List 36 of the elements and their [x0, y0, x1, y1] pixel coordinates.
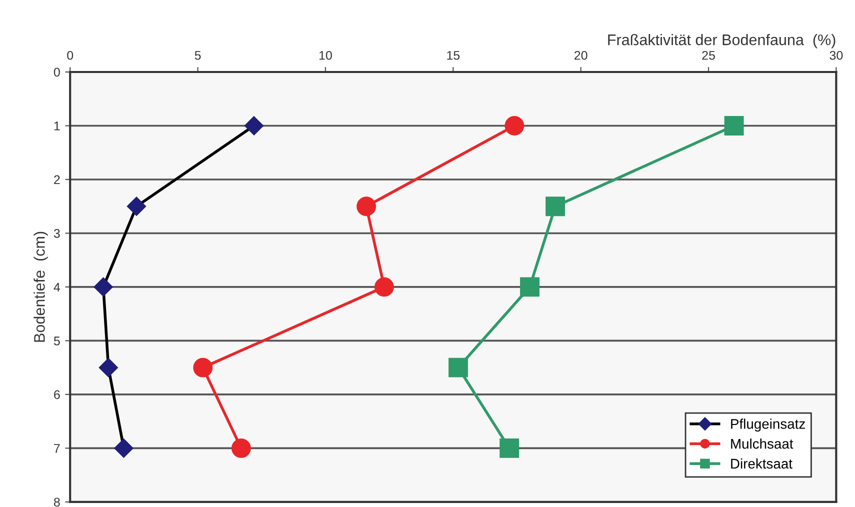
point	[520, 277, 540, 297]
point	[231, 438, 251, 458]
x-tick-label: 5	[194, 51, 201, 60]
y-axis-title: Bodentiefe (cm)	[34, 232, 48, 342]
point	[126, 196, 146, 216]
x-tick-label: 25	[702, 50, 715, 60]
y-tick-label: 6	[54, 390, 60, 400]
point	[94, 277, 113, 296]
point	[448, 358, 468, 378]
point	[504, 116, 524, 136]
x-tick-label: 15	[447, 51, 460, 60]
legend-label: Pflugeinsatz	[731, 418, 805, 432]
point	[356, 196, 376, 216]
x-tick-label: 10	[319, 50, 332, 60]
point	[244, 116, 264, 136]
point	[193, 358, 213, 378]
x-axis-title: Fraßaktivität der Bodenfauna (%)	[608, 34, 836, 48]
y-tick-label: 4	[54, 282, 60, 292]
point	[724, 116, 744, 136]
y-tick-label: 3	[54, 229, 60, 238]
point	[500, 438, 520, 458]
y-tick-label: 2	[54, 175, 60, 184]
y-tick-label: 0	[54, 68, 60, 77]
x-tick-label: 0	[67, 50, 74, 60]
point	[546, 196, 566, 216]
y-tick-label: 7	[54, 444, 60, 453]
point	[114, 438, 134, 458]
y-tick-label: 1	[54, 122, 60, 130]
y-tick-label: 8	[54, 498, 60, 507]
x-tick-label: 20	[574, 50, 588, 60]
x-tick-label: 30	[830, 50, 843, 60]
y-tick-label: 5	[54, 336, 60, 346]
legend-label: Mulchsaat	[731, 438, 794, 449]
point	[374, 277, 394, 297]
legend-label: Direktsaat	[731, 458, 792, 469]
point	[98, 358, 118, 378]
